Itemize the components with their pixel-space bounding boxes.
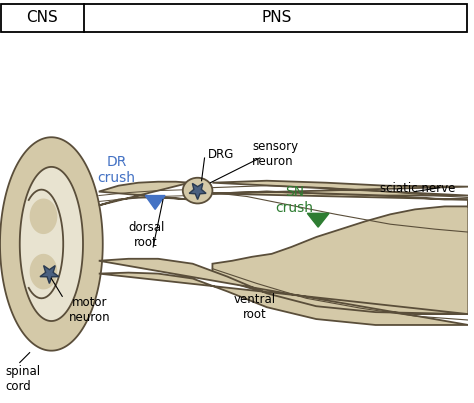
Polygon shape <box>40 266 59 283</box>
Text: sensory
neuron: sensory neuron <box>252 140 298 168</box>
Text: sciatic nerve: sciatic nerve <box>381 182 456 195</box>
Polygon shape <box>20 167 83 321</box>
Polygon shape <box>30 254 57 289</box>
Text: DR
crush: DR crush <box>98 155 136 185</box>
Polygon shape <box>99 182 190 206</box>
Polygon shape <box>30 199 57 234</box>
Text: DRG: DRG <box>208 148 234 161</box>
Text: CNS: CNS <box>27 10 58 25</box>
Ellipse shape <box>183 178 212 204</box>
Polygon shape <box>212 191 468 314</box>
Text: ventral
root: ventral root <box>234 293 276 321</box>
Polygon shape <box>189 183 206 199</box>
Polygon shape <box>145 195 165 210</box>
Text: spinal
cord: spinal cord <box>5 366 40 393</box>
Text: dorsal
root: dorsal root <box>128 221 164 249</box>
Text: PNS: PNS <box>262 10 292 25</box>
Text: motor
neuron: motor neuron <box>69 296 111 324</box>
Polygon shape <box>307 213 329 227</box>
Bar <box>1 4 467 31</box>
Text: SN
crush: SN crush <box>275 185 313 215</box>
Polygon shape <box>0 137 103 351</box>
Polygon shape <box>99 259 468 325</box>
Polygon shape <box>212 181 468 195</box>
